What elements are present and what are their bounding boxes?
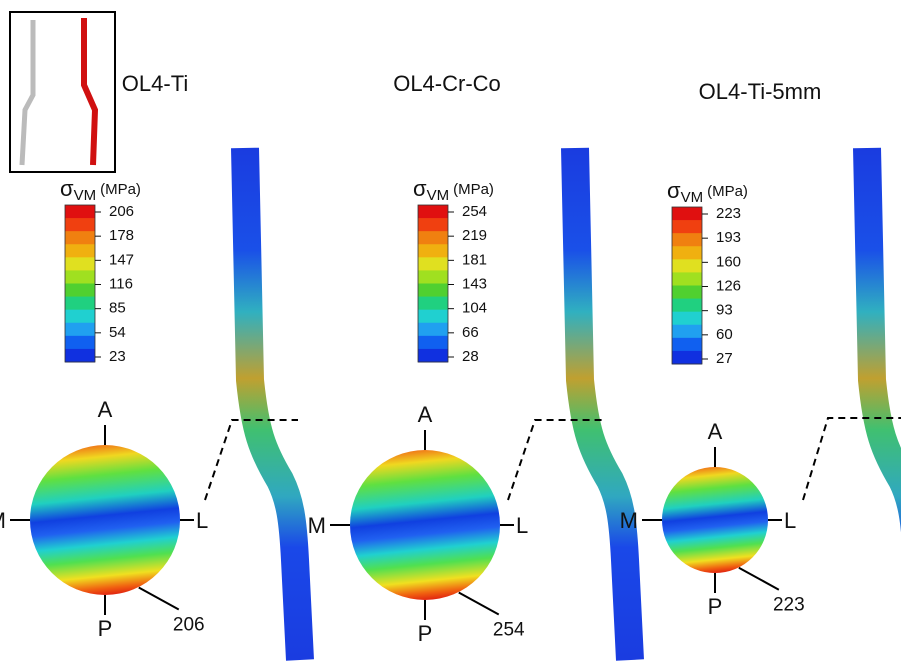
legend-tick-label: 27 xyxy=(716,350,733,367)
panel-title: OL4-Ti xyxy=(122,71,188,96)
legend-label: σVM(MPa) xyxy=(413,176,494,204)
color-bar-block xyxy=(672,233,702,247)
legend-tick-label: 178 xyxy=(109,227,134,244)
color-bar-block xyxy=(65,257,95,271)
legend-unit: (MPa) xyxy=(100,181,141,198)
legend-tick-label: 23 xyxy=(109,348,126,365)
color-bar-block xyxy=(672,286,702,300)
stent-model xyxy=(575,148,630,660)
direction-label: A xyxy=(98,397,113,422)
direction-label: L xyxy=(784,508,796,533)
legend-symbol: σ xyxy=(667,178,681,203)
stent-model xyxy=(245,148,300,660)
legend-tick-label: 85 xyxy=(109,300,126,317)
legend-tick-label: 116 xyxy=(109,275,133,292)
max-stress-label: 206 xyxy=(173,615,205,636)
max-stress-label: 223 xyxy=(773,595,805,616)
legend-tick-label: 219 xyxy=(462,227,487,244)
max-stress-label: 254 xyxy=(493,620,525,641)
max-leader xyxy=(739,568,779,590)
color-bar-block xyxy=(672,312,702,326)
color-bar-block xyxy=(65,323,95,337)
color-bar-block xyxy=(65,284,95,298)
legend-tick-label: 160 xyxy=(716,253,741,270)
figure: OL4-TiσVM(MPa)206178147116855423AMLP206O… xyxy=(0,0,901,666)
legend-tick-label: 254 xyxy=(462,203,487,220)
color-bar-block xyxy=(418,231,448,245)
color-bar-block xyxy=(65,244,95,258)
direction-label: A xyxy=(708,419,723,444)
legend-unit: (MPa) xyxy=(707,183,748,200)
legend-unit: (MPa) xyxy=(453,181,494,198)
color-bar-block xyxy=(418,205,448,219)
color-bar-block xyxy=(65,218,95,232)
color-bar-block xyxy=(418,244,448,258)
legend-tick-label: 147 xyxy=(109,251,134,268)
color-bar-block xyxy=(418,284,448,298)
color-bar-block xyxy=(65,336,95,350)
direction-label: P xyxy=(708,594,723,619)
color-bar-block xyxy=(418,297,448,311)
legend-tick-label: 126 xyxy=(716,277,741,294)
color-bar-block xyxy=(672,338,702,352)
color-bar-block xyxy=(672,272,702,286)
legend-tick-label: 60 xyxy=(716,326,733,343)
cross-section xyxy=(662,467,768,573)
color-bar-block xyxy=(418,336,448,350)
color-bar-block xyxy=(65,297,95,311)
panel-title: OL4-Cr-Co xyxy=(393,71,501,96)
color-bar-block xyxy=(672,299,702,313)
max-leader xyxy=(459,593,499,615)
legend-symbol: σ xyxy=(413,176,427,201)
max-leader xyxy=(139,588,179,610)
legend-tick-label: 223 xyxy=(716,205,741,222)
color-bar-block xyxy=(65,231,95,245)
color-bar-block xyxy=(65,349,95,363)
direction-label: L xyxy=(516,513,528,538)
color-bar-block xyxy=(672,220,702,234)
legend-tick-label: 28 xyxy=(462,348,479,365)
legend-tick-label: 104 xyxy=(462,300,487,317)
direction-label: M xyxy=(308,513,326,538)
color-bar-block xyxy=(672,259,702,273)
legend-label: σVM(MPa) xyxy=(60,176,141,204)
legend-tick-label: 143 xyxy=(462,275,487,292)
legend-tick-label: 93 xyxy=(716,302,733,319)
legend-subscript: VM xyxy=(427,187,450,204)
legend-tick-label: 193 xyxy=(716,229,741,246)
color-bar-block xyxy=(672,246,702,260)
color-bar-block xyxy=(418,310,448,324)
legend-tick-label: 66 xyxy=(462,324,479,341)
legend-label: σVM(MPa) xyxy=(667,178,748,206)
color-bar-block xyxy=(418,270,448,284)
direction-label: L xyxy=(196,508,208,533)
color-bar-block xyxy=(672,207,702,221)
direction-label: P xyxy=(98,616,113,641)
legend-subscript: VM xyxy=(74,187,97,204)
direction-label: A xyxy=(418,402,433,427)
color-bar-block xyxy=(672,351,702,365)
legend-symbol: σ xyxy=(60,176,74,201)
direction-label: P xyxy=(418,621,433,646)
inset-frame xyxy=(10,12,115,172)
stent-model xyxy=(867,148,901,660)
color-bar-block xyxy=(65,270,95,284)
legend-subscript: VM xyxy=(681,189,704,206)
legend-tick-label: 206 xyxy=(109,203,134,220)
color-bar-block xyxy=(418,257,448,271)
direction-label: M xyxy=(0,508,6,533)
panel-title: OL4-Ti-5mm xyxy=(699,79,822,104)
legend-tick-label: 54 xyxy=(109,324,126,341)
color-bar-block xyxy=(672,325,702,339)
cross-section xyxy=(350,450,500,600)
color-bar-block xyxy=(65,205,95,219)
direction-label: M xyxy=(620,508,638,533)
color-bar-block xyxy=(418,218,448,232)
color-bar-block xyxy=(418,323,448,337)
legend-tick-label: 181 xyxy=(462,251,487,268)
color-bar-block xyxy=(65,310,95,324)
color-bar-block xyxy=(418,349,448,363)
cross-section xyxy=(30,445,180,595)
